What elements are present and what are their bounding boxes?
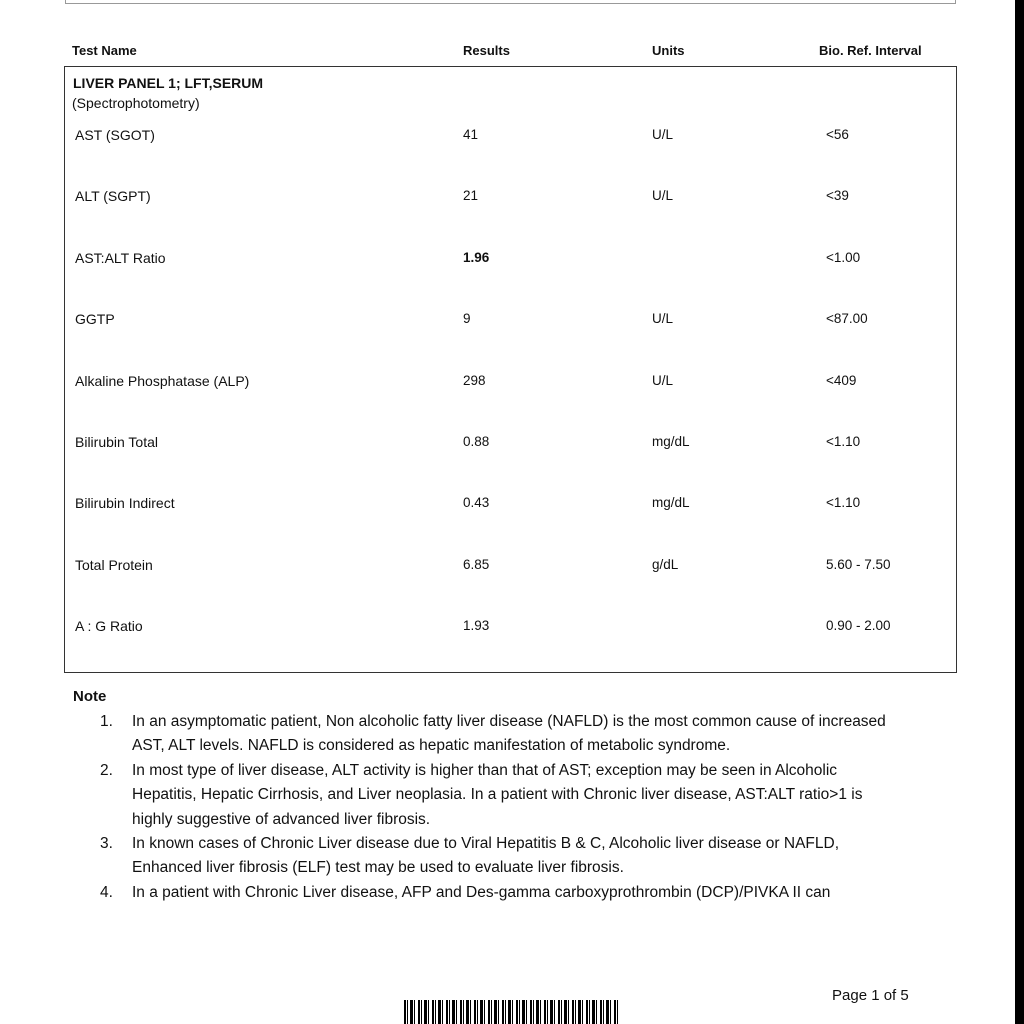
- test-result: 1.96: [463, 249, 490, 265]
- test-name: AST:ALT Ratio: [75, 249, 166, 266]
- note-text: In known cases of Chronic Liver disease …: [132, 835, 840, 877]
- note-text: In most type of liver disease, ALT activ…: [132, 761, 863, 828]
- header-ref-interval: Bio. Ref. Interval: [819, 43, 922, 58]
- test-unit: mg/dL: [652, 434, 690, 449]
- table-row: Total Protein 6.85 g/dL 5.60 - 7.50: [65, 557, 956, 577]
- test-name: Bilirubin Indirect: [75, 495, 175, 512]
- test-unit: U/L: [652, 311, 674, 327]
- test-ref-interval: <56: [826, 127, 849, 142]
- header-test-name: Test Name: [72, 43, 137, 58]
- note-item: 2. In most type of liver disease, ALT act…: [100, 759, 900, 832]
- test-result: 0.88: [463, 434, 490, 449]
- table-row: Alkaline Phosphatase (ALP) 298 U/L <409: [65, 373, 956, 393]
- test-ref-interval: <409: [826, 372, 857, 388]
- test-result: 9: [463, 311, 471, 327]
- table-row: Bilirubin Total 0.88 mg/dL <1.10: [65, 434, 956, 454]
- test-ref-interval: <87.00: [826, 311, 868, 327]
- note-item: 4. In a patient with Chronic Liver diseas…: [100, 881, 900, 905]
- test-result: 21: [463, 188, 479, 204]
- test-name: Alkaline Phosphatase (ALP): [75, 372, 250, 389]
- test-ref-interval: 5.60 - 7.50: [826, 556, 891, 572]
- test-result: 1.93: [463, 618, 490, 634]
- table-row: ALT (SGPT) 21 U/L <39: [65, 188, 956, 208]
- table-row: A : G Ratio 1.93 0.90 - 2.00: [65, 618, 956, 638]
- panel-title: LIVER PANEL 1; LFT,SERUM: [73, 75, 264, 91]
- header-results: Results: [463, 43, 510, 58]
- test-name: GGTP: [75, 311, 115, 328]
- test-result: 41: [463, 127, 479, 142]
- test-unit: g/dL: [652, 556, 679, 572]
- note-number: 2.: [100, 761, 113, 779]
- test-result: 298: [463, 372, 486, 388]
- table-row: AST (SGOT) 41 U/L <56: [65, 127, 956, 147]
- test-unit: mg/dL: [652, 495, 690, 511]
- note-item: 1. In an asymptomatic patient, Non alcoho…: [100, 710, 900, 759]
- test-unit: U/L: [652, 188, 674, 204]
- test-ref-interval: <39: [826, 188, 849, 204]
- note-number: 1.: [100, 713, 113, 730]
- test-unit: U/L: [652, 127, 674, 142]
- test-name: A : G Ratio: [75, 618, 143, 635]
- note-text: In an asymptomatic patient, Non alcoholi…: [132, 713, 886, 755]
- note-number: 3.: [100, 835, 113, 853]
- note-text: In a patient with Chronic Liver disease,…: [132, 883, 831, 901]
- previous-section-box: [65, 0, 956, 4]
- note-item: 3. In known cases of Chronic Liver diseas…: [100, 832, 900, 881]
- test-ref-interval: <1.10: [826, 495, 861, 511]
- test-ref-interval: <1.10: [826, 434, 861, 449]
- barcode: [404, 1000, 620, 1024]
- table-row: Bilirubin Indirect 0.43 mg/dL <1.10: [65, 495, 956, 515]
- test-result: 6.85: [463, 556, 490, 572]
- note-number: 4.: [100, 883, 113, 901]
- table-row: GGTP 9 U/L <87.00: [65, 311, 956, 331]
- note-title: Note: [73, 688, 107, 705]
- note-list: 1. In an asymptomatic patient, Non alcoho…: [100, 710, 900, 905]
- test-ref-interval: <1.00: [826, 249, 861, 265]
- page-edge: [1015, 0, 1024, 1024]
- page-number: Page 1 of 5: [832, 987, 909, 1004]
- liver-panel-table: LIVER PANEL 1; LFT,SERUM (Spectrophotome…: [64, 66, 957, 673]
- table-row: AST:ALT Ratio 1.96 <1.00: [65, 250, 956, 270]
- test-name: AST (SGOT): [75, 127, 155, 143]
- panel-method: (Spectrophotometry): [72, 95, 200, 111]
- test-ref-interval: 0.90 - 2.00: [826, 618, 891, 634]
- header-units: Units: [652, 43, 685, 58]
- test-name: Bilirubin Total: [75, 434, 159, 450]
- test-result: 0.43: [463, 495, 490, 511]
- test-unit: U/L: [652, 372, 674, 388]
- test-name: ALT (SGPT): [75, 188, 151, 205]
- test-name: Total Protein: [75, 556, 153, 573]
